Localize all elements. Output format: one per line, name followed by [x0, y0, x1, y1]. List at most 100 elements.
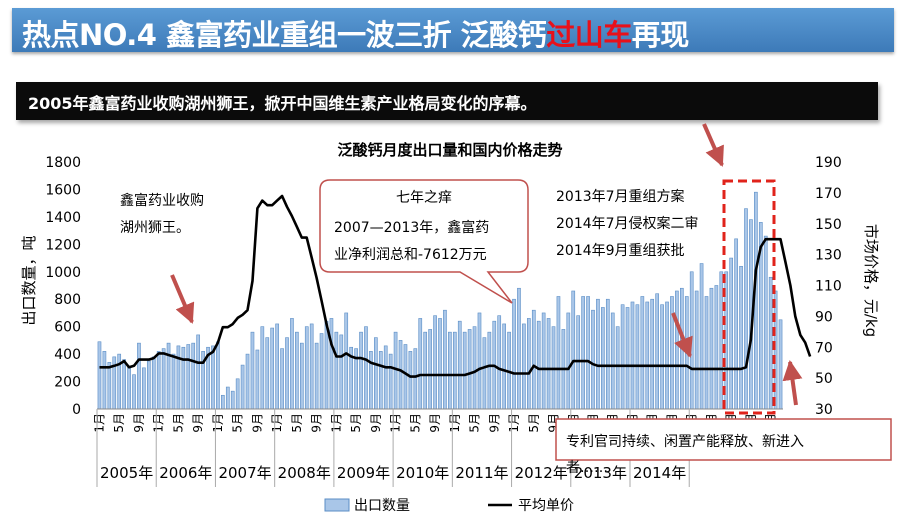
- annotation-acquisition: 鑫富药业收购: [120, 192, 204, 209]
- bar: [709, 287, 714, 410]
- bar: [211, 345, 215, 410]
- y-tick-label: 0: [72, 402, 81, 418]
- bar: [443, 309, 447, 410]
- y2-tick-label: 70: [815, 340, 833, 356]
- bar: [250, 331, 255, 410]
- bar: [374, 337, 378, 410]
- x-tick-label: 9月: [369, 413, 383, 433]
- bar: [191, 342, 196, 410]
- bar: [137, 342, 141, 410]
- title-end: 再现: [631, 18, 690, 52]
- patent-box: [555, 418, 892, 461]
- x-tick-label: 5月: [171, 413, 185, 433]
- bar: [768, 276, 773, 410]
- bar: [186, 344, 191, 410]
- bar: [329, 318, 334, 410]
- y2-tick-label: 30: [815, 402, 833, 418]
- y-tick-label: 200: [54, 375, 81, 391]
- bar: [280, 348, 284, 410]
- bar: [689, 271, 694, 410]
- bar: [364, 326, 368, 410]
- bar: [413, 348, 418, 410]
- bar: [522, 323, 526, 410]
- bar: [196, 334, 201, 410]
- y2-tick-label: 50: [815, 371, 833, 387]
- bar: [299, 342, 304, 410]
- bar: [778, 319, 783, 410]
- bar: [675, 290, 679, 410]
- bar: [235, 378, 240, 410]
- bar: [102, 351, 107, 410]
- bar: [423, 331, 428, 410]
- bar: [240, 364, 245, 410]
- arrow-events: [702, 123, 724, 167]
- bar: [734, 238, 738, 410]
- year-label: 2013年: [574, 464, 627, 482]
- bar: [699, 263, 704, 410]
- bar: [655, 293, 659, 410]
- bar: [132, 374, 136, 410]
- x-tick-label: 1月: [389, 413, 403, 433]
- callout-itch-line: 2007—2013年，鑫富药: [334, 219, 489, 236]
- bar: [388, 353, 393, 410]
- x-tick-label: 5月: [527, 413, 541, 433]
- bar: [615, 326, 620, 410]
- bar: [122, 359, 126, 410]
- x-tick-label: 5月: [112, 413, 126, 433]
- bar: [719, 271, 724, 410]
- y-tick-label: 600: [54, 320, 81, 336]
- annotation-acquisition: 湖州狮王。: [120, 220, 190, 236]
- bar: [369, 351, 373, 410]
- annotation-event: 2014年7月侵权案二审: [556, 215, 699, 232]
- bar: [645, 301, 650, 410]
- annotation-patent: 者……: [566, 460, 608, 476]
- bar: [319, 333, 324, 410]
- x-tick-label: 1月: [92, 413, 106, 433]
- chart-title: 泛酸钙月度出口量和国内价格走势: [337, 141, 562, 159]
- bar: [497, 315, 502, 410]
- bar: [477, 312, 482, 410]
- bar: [704, 296, 709, 410]
- legend-label-line: 平均单价: [518, 498, 574, 514]
- bar: [295, 331, 299, 410]
- y-tick-label: 1800: [45, 155, 81, 171]
- bar: [605, 298, 610, 410]
- bar: [487, 331, 492, 410]
- bar: [260, 326, 265, 410]
- bar: [744, 208, 748, 410]
- x-tick-label: 1月: [448, 413, 462, 433]
- bar: [230, 390, 235, 410]
- bar: [679, 287, 684, 410]
- bar: [472, 326, 477, 410]
- bar: [398, 340, 403, 410]
- year-label: 2010年: [396, 464, 449, 482]
- callout-itch: [319, 179, 529, 304]
- bar: [556, 296, 561, 410]
- year-label: 2011年: [455, 464, 508, 482]
- bar: [546, 318, 551, 410]
- bar: [566, 312, 571, 410]
- x-tick-label: 9月: [250, 413, 264, 433]
- x-tick-label: 5月: [290, 413, 304, 433]
- bar: [156, 351, 161, 410]
- x-tick-label: 9月: [428, 413, 442, 433]
- y2-axis-title: 市场价格，元/kg: [862, 224, 880, 337]
- subtitle-bar: 2005年鑫富药业收购湖州狮王，掀开中国维生素产业格局变化的序幕。: [16, 82, 878, 120]
- bar: [255, 349, 260, 410]
- year-label: 2006年: [159, 464, 212, 482]
- bar: [620, 304, 625, 410]
- x-tick-label: 1月: [507, 413, 521, 433]
- bar: [601, 307, 605, 410]
- bar: [630, 301, 635, 410]
- bar: [714, 285, 719, 410]
- bar: [339, 334, 344, 410]
- x-tick-label: 5月: [468, 413, 482, 433]
- bar: [640, 296, 645, 410]
- bar: [694, 290, 699, 410]
- bar: [635, 304, 640, 410]
- arrow-price-flat: [671, 312, 693, 358]
- bar: [527, 318, 531, 410]
- bar: [225, 386, 230, 410]
- x-tick-label: 1月: [270, 413, 284, 433]
